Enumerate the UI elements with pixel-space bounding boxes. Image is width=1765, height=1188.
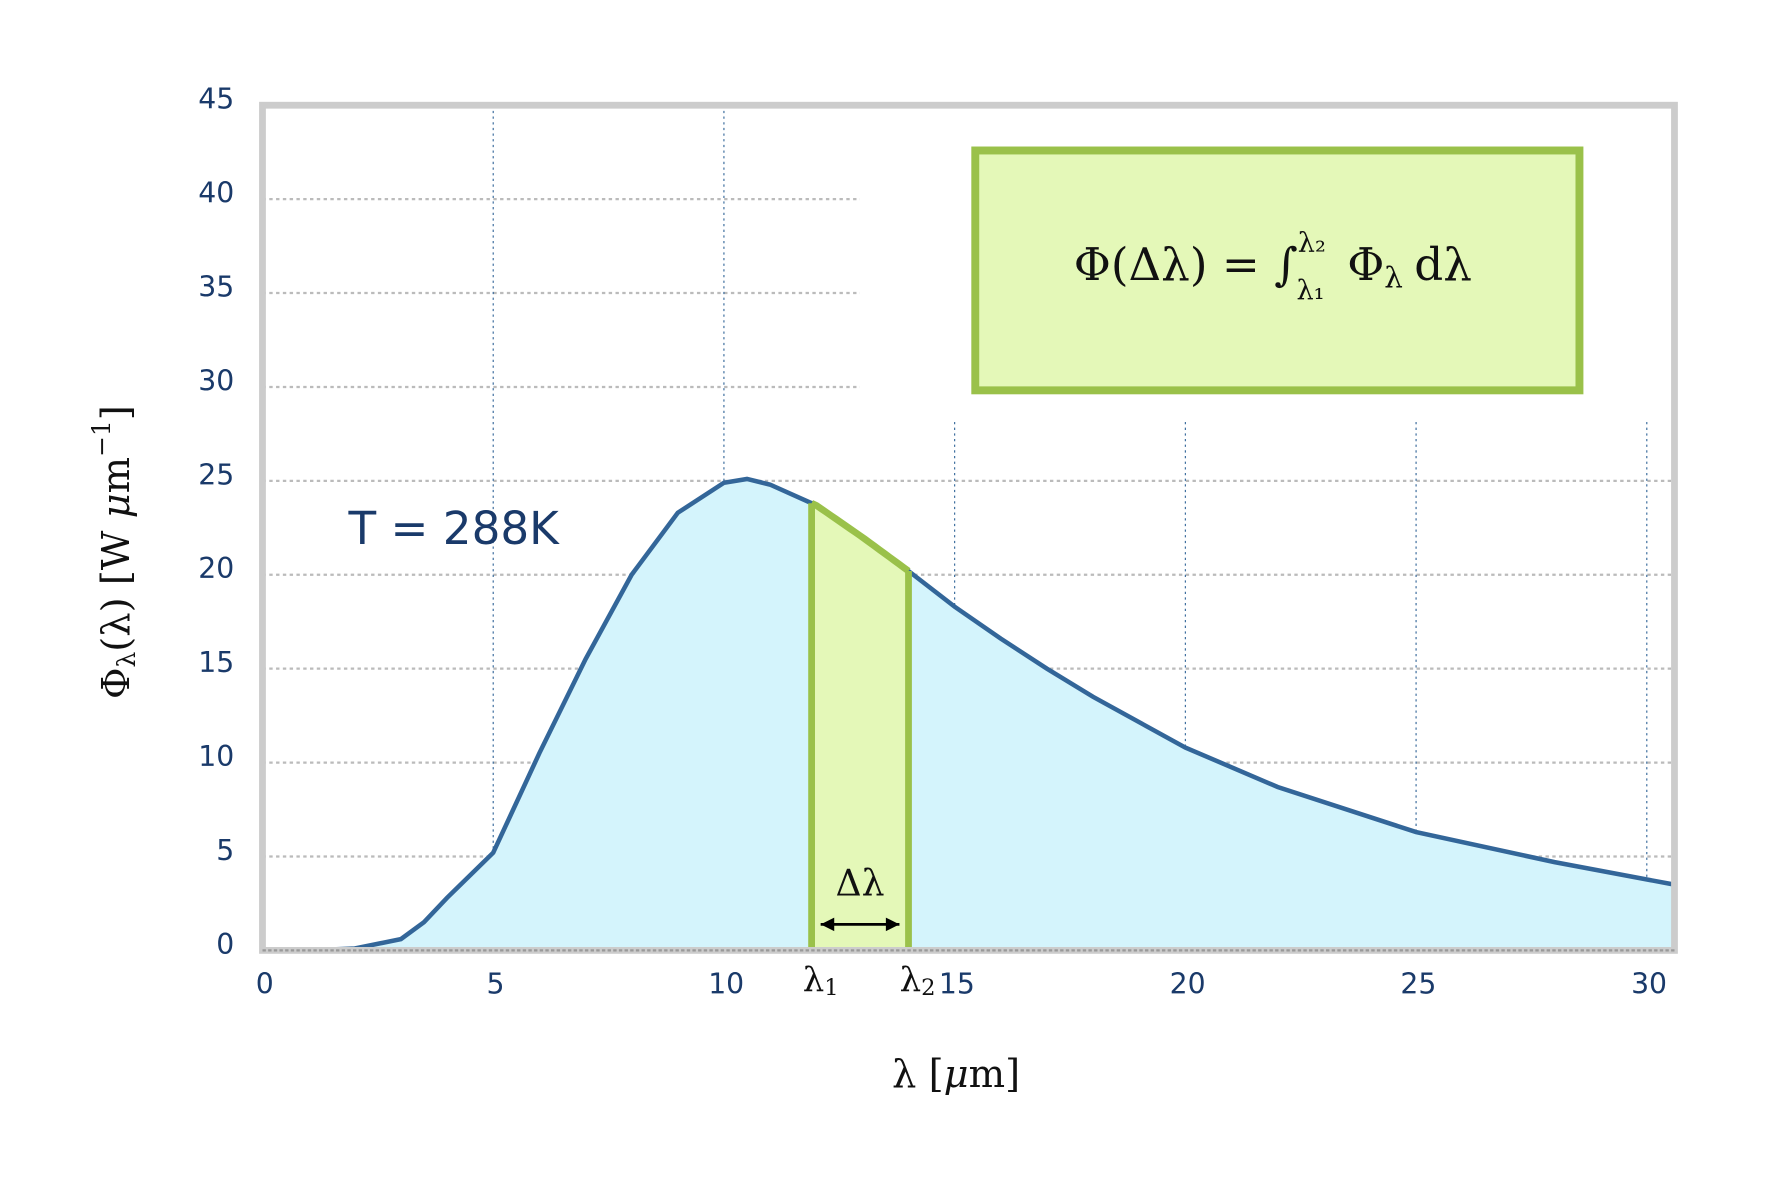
x-axis-label-part: λ xyxy=(892,1052,916,1097)
y-axis-label-part: (λ) [W xyxy=(94,518,139,651)
x-tick-label: 20 xyxy=(1170,967,1206,1000)
y-tick-label: 0 xyxy=(216,928,234,961)
band-label-main: λ xyxy=(900,960,922,1000)
eq-lower: λ₁ xyxy=(1296,274,1324,305)
y-tick-label: 25 xyxy=(198,458,234,491)
y-tick-label: 35 xyxy=(198,271,234,304)
x-tick-label: 30 xyxy=(1631,967,1667,1000)
band-label-sub: 2 xyxy=(921,975,935,1001)
band-label-main: λ xyxy=(803,960,825,1000)
annotation: T = 288K xyxy=(347,502,560,555)
eq-lhs: Φ(Δλ) = ∫ xyxy=(1074,238,1298,291)
y-tick-label: 30 xyxy=(198,364,234,397)
y-axis-label-part: λ xyxy=(111,652,140,668)
x-axis-label-part: μ xyxy=(944,1052,969,1097)
band-label: λ1 xyxy=(803,960,839,1001)
y-axis-label-part: μ xyxy=(94,493,139,518)
y-tick-label: 15 xyxy=(198,646,234,679)
x-axis-label-part: [ xyxy=(916,1052,943,1097)
y-tick-label: 5 xyxy=(216,834,234,867)
eq-rhs-sub: λ xyxy=(1384,260,1403,294)
y-axis-label-part: m xyxy=(94,457,139,493)
equation: Φ(Δλ) = ∫λ₂ λ₁ Φλ dλ xyxy=(1074,227,1472,306)
x-tick-label: 5 xyxy=(486,967,504,1000)
y-axis-label: Φλ(λ) [W μm−1] xyxy=(86,405,140,699)
x-axis-label: λ [μm] xyxy=(892,1052,1020,1097)
y-axis-label-part: −1 xyxy=(86,420,115,457)
line xyxy=(262,476,1675,953)
eq-rhs: Φ xyxy=(1347,238,1384,291)
band-label: λ2 xyxy=(900,960,936,1001)
plot-frame xyxy=(259,101,1678,954)
x-axis-label-part: m] xyxy=(969,1052,1020,1097)
y-tick-label: 40 xyxy=(198,177,234,210)
eq-upper: λ₂ xyxy=(1298,227,1326,258)
x-tick-label: 0 xyxy=(256,967,274,1000)
y-axis-label-part: ] xyxy=(94,405,139,420)
x-tick-label: 15 xyxy=(939,967,975,1000)
y-axis-label-part: Φ xyxy=(94,668,139,700)
band-top xyxy=(810,500,911,574)
delta-label: Δλ xyxy=(836,861,885,904)
equation-box xyxy=(971,146,1584,395)
band-fill xyxy=(811,503,909,951)
eq-tail: dλ xyxy=(1414,238,1472,291)
x-tick-label: 25 xyxy=(1400,967,1436,1000)
x-tick-label: 10 xyxy=(708,967,744,1000)
band-label-sub: 1 xyxy=(824,975,838,1001)
y-tick-label: 20 xyxy=(198,552,234,585)
area xyxy=(262,478,1675,951)
y-tick-label: 10 xyxy=(198,740,234,773)
y-tick-label: 45 xyxy=(198,83,234,116)
